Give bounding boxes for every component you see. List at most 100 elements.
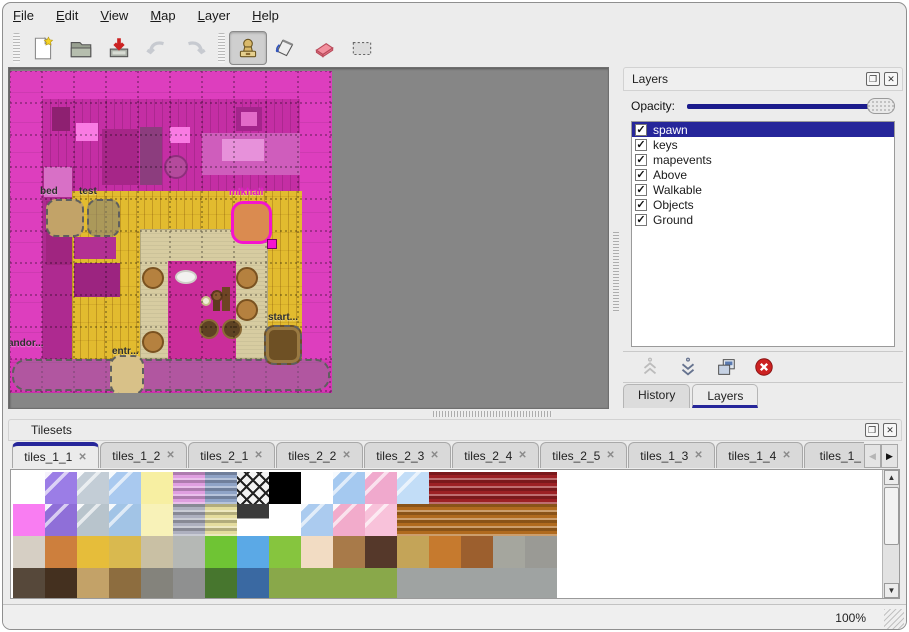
menu-map[interactable]: Map — [150, 8, 176, 23]
raise-layer-button[interactable] — [637, 354, 663, 380]
map-object[interactable] — [110, 355, 144, 393]
layer-row[interactable]: ✓ Walkable — [632, 182, 894, 197]
menu-help[interactable]: Help — [252, 8, 279, 23]
tile-swatch[interactable] — [461, 568, 493, 598]
layer-visibility-checkbox[interactable]: ✓ — [635, 153, 647, 166]
tile-swatch[interactable] — [205, 568, 237, 598]
tile-swatch[interactable] — [397, 472, 429, 504]
tile-swatch[interactable] — [109, 504, 141, 536]
tileset-tab[interactable]: tiles_1_✕ — [804, 442, 864, 468]
object-resize-handle[interactable] — [267, 239, 277, 249]
tile-swatch[interactable] — [301, 504, 333, 536]
tile-swatch[interactable] — [205, 472, 237, 504]
layer-visibility-checkbox[interactable]: ✓ — [635, 213, 647, 226]
tile-swatch[interactable] — [141, 504, 173, 536]
tab-close-icon[interactable]: ✕ — [694, 450, 703, 461]
tile-swatch[interactable] — [525, 568, 557, 598]
float-panel-button[interactable]: ❐ — [866, 72, 880, 86]
dock-tab-layers[interactable]: Layers — [692, 384, 759, 408]
scroll-up-button[interactable]: ▲ — [884, 470, 899, 485]
map-canvas[interactable]: andor... bed test mikhail entr... start... — [10, 71, 332, 393]
eraser-button[interactable] — [305, 31, 343, 65]
map-object[interactable] — [87, 199, 120, 237]
map-object[interactable] — [231, 201, 277, 249]
layer-visibility-checkbox[interactable]: ✓ — [635, 198, 647, 211]
tile-swatch[interactable] — [13, 472, 45, 504]
tile-swatch[interactable] — [13, 504, 45, 536]
tile-swatch[interactable] — [45, 504, 77, 536]
tile-swatch[interactable] — [13, 536, 45, 568]
tile-swatch[interactable] — [365, 504, 397, 536]
duplicate-layer-button[interactable] — [713, 354, 739, 380]
tab-close-icon[interactable]: ✕ — [782, 450, 791, 461]
tile-swatch[interactable] — [493, 536, 525, 568]
tile-swatch[interactable] — [301, 568, 333, 598]
scroll-tabs-left-button[interactable]: ◀ — [864, 444, 881, 468]
toolbar-drag-handle[interactable] — [13, 33, 20, 63]
tile-swatch[interactable] — [269, 472, 301, 504]
tile-swatch[interactable] — [301, 472, 333, 504]
tile-swatch[interactable] — [77, 472, 109, 504]
scrollbar-thumb[interactable] — [884, 487, 899, 545]
layer-visibility-checkbox[interactable]: ✓ — [635, 168, 647, 181]
open-file-button[interactable] — [62, 31, 100, 65]
tile-swatch[interactable] — [109, 472, 141, 504]
tile-swatch[interactable] — [269, 504, 301, 536]
tile-swatch[interactable] — [173, 504, 205, 536]
tile-swatch[interactable] — [429, 568, 461, 598]
tile-swatch[interactable] — [237, 472, 269, 504]
tile-swatch[interactable] — [77, 536, 109, 568]
undo-button[interactable] — [138, 31, 176, 65]
tileset-tab[interactable]: tiles_2_3 ✕ — [364, 442, 451, 468]
tile-swatch[interactable] — [461, 536, 493, 568]
dock-tab-history[interactable]: History — [623, 384, 691, 408]
tile-swatch[interactable] — [45, 568, 77, 598]
scroll-tabs-right-button[interactable]: ▶ — [881, 444, 898, 468]
toolbar-drag-handle[interactable] — [218, 33, 225, 63]
tab-close-icon[interactable]: ✕ — [342, 450, 351, 461]
tileset-tab[interactable]: tiles_1_1 ✕ — [12, 442, 99, 468]
tile-swatch[interactable] — [45, 536, 77, 568]
tile-swatch[interactable] — [429, 536, 461, 568]
tileset-tab[interactable]: tiles_1_3 ✕ — [628, 442, 715, 468]
tab-close-icon[interactable]: ✕ — [430, 450, 439, 461]
close-panel-button[interactable]: ✕ — [883, 423, 897, 437]
tile-swatch[interactable] — [141, 472, 173, 504]
tile-swatch[interactable] — [365, 568, 397, 598]
rect-select-button[interactable] — [343, 31, 381, 65]
tile-swatch[interactable] — [333, 568, 365, 598]
menu-view[interactable]: View — [100, 8, 129, 23]
fill-bucket-button[interactable] — [267, 31, 305, 65]
layer-row[interactable]: ✓ mapevents — [632, 152, 894, 167]
tile-swatch[interactable] — [365, 536, 397, 568]
layer-row[interactable]: ✓ keys — [632, 137, 894, 152]
tab-close-icon[interactable]: ✕ — [166, 450, 175, 461]
tile-swatch[interactable] — [109, 568, 141, 598]
menu-edit[interactable]: Edit — [55, 8, 79, 23]
map-view[interactable]: andor... bed test mikhail entr... start... — [8, 67, 609, 409]
save-file-button[interactable] — [100, 31, 138, 65]
tileset-scrollbar[interactable]: ▲ ▼ — [882, 470, 899, 598]
layer-row[interactable]: ✓ spawn — [632, 122, 894, 137]
tab-close-icon[interactable]: ✕ — [78, 451, 87, 463]
tile-swatch[interactable] — [493, 568, 525, 598]
map-object[interactable] — [46, 199, 84, 237]
tile-swatch[interactable] — [45, 472, 77, 504]
tileset-tab[interactable]: tiles_2_1 ✕ — [188, 442, 275, 468]
layer-row[interactable]: ✓ Objects — [632, 197, 894, 212]
slider-handle[interactable] — [867, 98, 895, 114]
stamp-brush-button[interactable] — [229, 31, 267, 65]
tab-close-icon[interactable]: ✕ — [254, 450, 263, 461]
tileset-tab[interactable]: tiles_2_2 ✕ — [276, 442, 363, 468]
layer-row[interactable]: ✓ Above — [632, 167, 894, 182]
tile-swatch[interactable] — [205, 504, 237, 536]
tile-swatch[interactable] — [205, 536, 237, 568]
tile-swatch[interactable] — [237, 536, 269, 568]
lower-layer-button[interactable] — [675, 354, 701, 380]
tile-swatch[interactable] — [333, 472, 365, 504]
menu-layer[interactable]: Layer — [197, 8, 231, 23]
tab-close-icon[interactable]: ✕ — [606, 450, 615, 461]
tile-swatch[interactable] — [525, 504, 557, 536]
tile-swatch[interactable] — [365, 472, 397, 504]
tile-swatch[interactable] — [525, 472, 557, 504]
